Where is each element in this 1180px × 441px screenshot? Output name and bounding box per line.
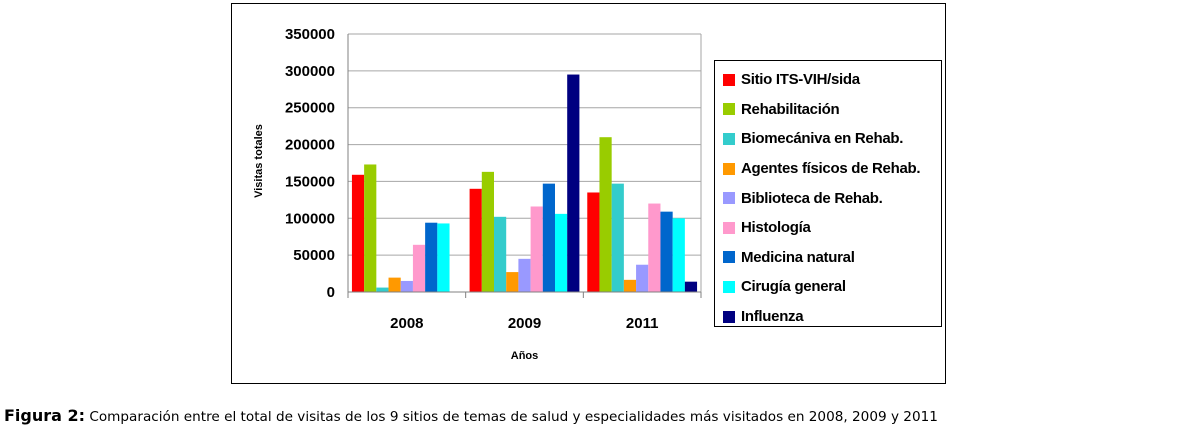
y-tick-label: 300000 — [285, 63, 335, 80]
bar-2011-7 — [672, 218, 685, 292]
legend-item: Sitio ITS-VIH/sida — [723, 65, 941, 95]
bar-2009-7 — [555, 213, 568, 292]
x-category-label: 2009 — [508, 315, 541, 332]
legend-swatch — [723, 162, 735, 175]
legend-item: Biblioteca de Rehab. — [723, 183, 941, 213]
y-tick-label: 50000 — [293, 247, 335, 264]
y-tick-label: 350000 — [285, 26, 335, 43]
bar-2009-5 — [530, 206, 543, 292]
y-tick-label: 200000 — [285, 137, 335, 154]
bar-chart: 0 50000 100000 150000 200000 250000 300000 3500… — [253, 26, 702, 362]
legend-swatch — [723, 280, 735, 293]
caption-label: Figura 2: — [4, 406, 86, 425]
legend-label: Agentes físicos de Rehab. — [741, 160, 921, 178]
bar-2011-4 — [636, 264, 649, 292]
x-category-label: 2011 — [626, 315, 659, 332]
bar-2009-8 — [567, 74, 580, 293]
legend-swatch — [723, 132, 735, 145]
bar-2011-5 — [648, 203, 661, 292]
caption-text: Comparación entre el total de visitas de… — [89, 409, 938, 425]
legend-item: Biomecániva en Rehab. — [723, 124, 941, 154]
x-axis-title: Años — [511, 350, 539, 362]
bar-2008-0 — [351, 174, 365, 292]
bar-2009-4 — [518, 258, 531, 292]
legend-item: Agentes físicos de Rehab. — [723, 154, 941, 184]
legend-swatch — [723, 73, 735, 86]
bar-2008-5 — [412, 244, 426, 292]
bars — [351, 74, 698, 293]
legend-swatch — [723, 251, 735, 264]
bar-2009-6 — [542, 183, 555, 292]
legend-item: Influenza — [723, 302, 941, 332]
bar-2009-1 — [481, 171, 494, 292]
bar-2008-2 — [376, 287, 389, 292]
legend-item: Cirugía general — [723, 272, 941, 302]
legend-label: Medicina natural — [741, 248, 855, 266]
legend-item: Rehabilitación — [723, 95, 941, 125]
legend-swatch — [723, 310, 735, 323]
bar-2011-0 — [587, 192, 600, 292]
legend-item: Histología — [723, 213, 941, 243]
y-axis-title: Visitas totales — [253, 124, 265, 198]
y-tick-label: 150000 — [285, 173, 335, 190]
bar-2008-3 — [388, 277, 401, 292]
legend-swatch — [723, 192, 735, 205]
y-tick-label: 0 — [327, 284, 335, 301]
bar-2011-2 — [611, 183, 624, 292]
bar-2008-4 — [400, 280, 413, 292]
axes — [347, 34, 702, 298]
legend-label: Rehabilitación — [741, 100, 840, 118]
legend-label: Cirugía general — [741, 278, 846, 296]
y-tick-label: 100000 — [285, 210, 335, 227]
bar-2008-1 — [364, 164, 377, 292]
legend-swatch — [723, 221, 735, 234]
bar-2008-7 — [437, 223, 450, 292]
legend-label: Influenza — [741, 308, 804, 326]
gridlines — [348, 33, 701, 256]
legend-label: Biomecániva en Rehab. — [741, 130, 904, 148]
bar-2009-2 — [494, 216, 507, 292]
legend-label: Biblioteca de Rehab. — [741, 189, 883, 207]
bar-2011-8 — [684, 281, 698, 292]
bar-2009-0 — [469, 188, 482, 292]
bar-2011-3 — [623, 279, 637, 292]
y-axis-ticks: 0 50000 100000 150000 200000 250000 300000 3500… — [285, 26, 335, 301]
bar-2011-6 — [660, 211, 673, 292]
chart-legend: Sitio ITS-VIH/sida Rehabilitación Biomecán… — [714, 60, 942, 327]
x-axis-categories: 2008 2009 2011 — [390, 315, 658, 332]
bar-2008-6 — [425, 222, 438, 292]
x-category-label: 2008 — [390, 315, 423, 332]
figure-caption: Figura 2: Comparación entre el total de … — [4, 406, 938, 425]
bar-2009-3 — [506, 272, 519, 292]
legend-label: Histología — [741, 219, 811, 237]
y-tick-label: 250000 — [285, 100, 335, 117]
legend-swatch — [723, 103, 735, 116]
legend-item: Medicina natural — [723, 243, 941, 273]
bar-2011-1 — [599, 137, 612, 292]
legend-label: Sitio ITS-VIH/sida — [741, 71, 860, 89]
